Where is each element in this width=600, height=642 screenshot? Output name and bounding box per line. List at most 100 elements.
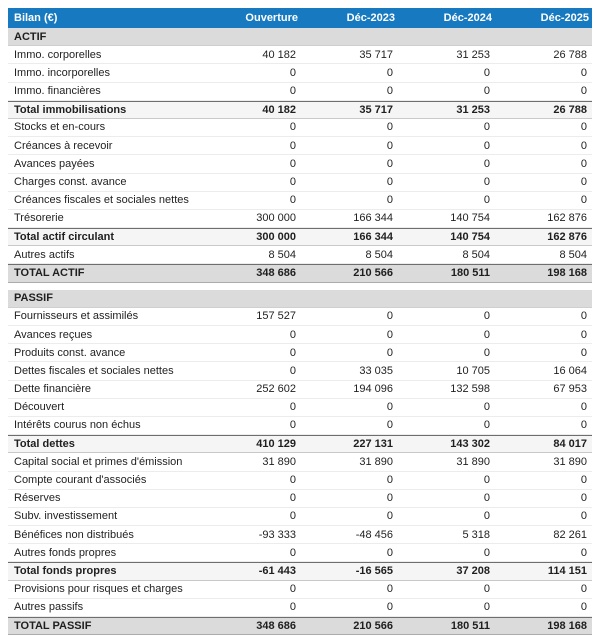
row-value: 0 [289,194,296,207]
row-value: 0 [289,157,296,170]
row-value: 16 064 [553,364,587,377]
row-value: -48 456 [355,528,393,541]
row-value: 0 [580,310,587,323]
row-label: Immo. financières [14,85,101,98]
row-value: 0 [386,194,393,207]
table-row: Provisions pour risques et charges 0 0 0 0 [8,580,592,599]
column-header-dec-2023: Déc-2023 [346,12,395,24]
row-value: 0 [386,546,393,559]
row-value: 8 504 [365,248,393,261]
row-value: 0 [386,601,393,614]
row-value: 0 [483,546,490,559]
column-header-dec-2025: Déc-2025 [540,12,589,24]
row-value: 132 598 [450,383,490,396]
row-value: 67 953 [553,383,587,396]
table-title: Bilan (€) [14,12,58,24]
row-value: 0 [483,139,490,152]
row-value: 0 [386,474,393,486]
row-label: Fournisseurs et assimilés [14,310,139,323]
row-label: Bénéfices non distribués [14,528,134,541]
row-value: 0 [386,121,393,134]
row-label: Dette financière [14,383,92,396]
section-header-row: ACTIF [8,28,592,47]
row-value: 0 [580,176,587,188]
table-row: Capital social et primes d'émission 31 89… [8,453,592,472]
row-value: 10 705 [456,364,490,377]
row-value: 0 [483,176,490,188]
row-label: Réserves [14,492,61,505]
row-value: 0 [483,583,490,596]
row-value: 33 035 [359,364,393,377]
row-label: Immo. incorporelles [14,66,110,79]
row-value: 198 168 [547,267,587,280]
table-row: Fournisseurs et assimilés 157 527 0 0 0 [8,307,592,326]
row-value: 348 686 [256,267,296,280]
table-row: Bénéfices non distribués -93 333 -48 456 5 … [8,526,592,545]
table-row: Autres actifs 8 504 8 504 8 504 8 504 [8,246,592,265]
column-header-dec-2024: Déc-2024 [443,12,492,24]
table-row: Produits const. avance 0 0 0 0 [8,344,592,363]
row-value: 0 [580,121,587,134]
row-value: 8 504 [559,248,587,261]
row-value: 0 [289,66,296,79]
total-row: Total fonds propres -61 443 -16 565 37 208 1… [8,562,592,581]
column-header-ouverture: Ouverture [245,12,298,24]
row-value: 5 318 [462,528,490,541]
row-value: 0 [289,583,296,596]
row-value: 140 754 [450,231,490,244]
row-label: Charges const. avance [14,176,127,188]
row-value: 0 [289,121,296,134]
row-label: TOTAL ACTIF [14,267,85,280]
row-value: 0 [386,328,393,341]
row-value: 0 [580,474,587,486]
row-value: 0 [483,474,490,486]
row-value: 0 [483,419,490,432]
row-label: Autres actifs [14,248,75,261]
row-label: Produits const. avance [14,346,126,359]
row-label: Subv. investissement [14,510,118,523]
row-value: 0 [386,176,393,188]
row-value: 0 [580,583,587,596]
table-row: Trésorerie 300 000 166 344 140 754 162 876 [8,209,592,229]
row-value: 0 [289,328,296,341]
row-value: 0 [580,419,587,432]
table-row: Stocks et en-cours 0 0 0 0 [8,118,592,138]
row-value: 40 182 [262,48,296,61]
row-label: Découvert [14,401,65,414]
row-value: 0 [386,419,393,432]
table-row: Créances fiscales et sociales nettes 0 0 0 0 [8,191,592,210]
total-row: Total immobilisations 40 182 35 717 31 253 2… [8,100,592,119]
row-value: 0 [483,157,490,170]
row-value: -93 333 [258,528,296,541]
table-row: Subv. investissement 0 0 0 0 [8,507,592,527]
row-value: 0 [580,139,587,152]
row-value: 0 [483,121,490,134]
row-value: 0 [386,492,393,505]
table-row: Réserves 0 0 0 0 [8,489,592,508]
row-value: 210 566 [353,620,393,632]
row-value: 194 096 [353,383,393,396]
row-label: Intérêts courus non échus [14,419,141,432]
row-value: 0 [580,328,587,341]
row-value: 348 686 [256,620,296,632]
row-value: 84 017 [553,438,587,451]
row-value: 162 876 [547,212,587,225]
row-label: Créances à recevoir [14,139,113,152]
row-value: 0 [386,583,393,596]
table-row: Autres passifs 0 0 0 0 [8,598,592,617]
row-value: 0 [580,157,587,170]
row-value: 166 344 [353,231,393,244]
table-row: Avances payées 0 0 0 0 [8,155,592,174]
row-label: Total fonds propres [14,565,117,578]
row-value: 26 788 [553,103,587,116]
row-label: ACTIF [14,30,47,43]
row-label: Total immobilisations [14,103,127,116]
row-value: 0 [386,346,393,359]
row-label: Provisions pour risques et charges [14,583,183,596]
row-value: 35 717 [359,103,393,116]
table-row: Intérêts courus non échus 0 0 0 0 [8,416,592,436]
row-value: 0 [483,601,490,614]
row-label: Avances payées [14,157,95,170]
table-row: Immo. financières 0 0 0 0 [8,82,592,101]
row-value: 35 717 [359,48,393,61]
